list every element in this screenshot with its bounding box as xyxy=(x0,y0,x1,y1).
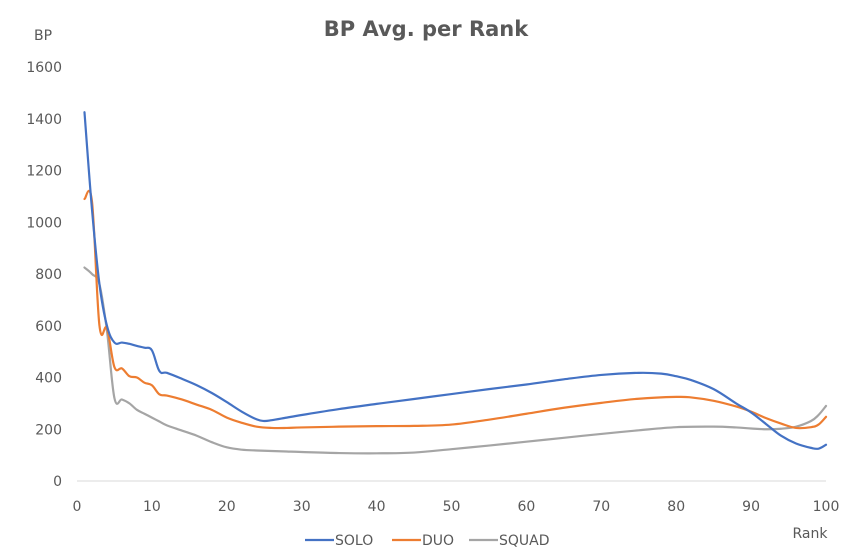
series-lines xyxy=(83,111,828,455)
x-tick-label: 60 xyxy=(517,499,535,515)
legend: SOLO DUO SQUAD xyxy=(305,533,550,549)
y-tick-label: 1600 xyxy=(26,60,62,76)
x-tick-label: 80 xyxy=(667,499,685,515)
y-axis-label: BP xyxy=(34,28,52,44)
y-tick-label: 1400 xyxy=(26,112,62,128)
x-tick-label: 50 xyxy=(443,499,461,515)
x-tick-label: 10 xyxy=(143,499,161,515)
x-tick-labels: 0 10 20 30 40 50 60 70 80 90 100 xyxy=(73,499,840,515)
y-tick-label: 800 xyxy=(35,267,62,283)
y-tick-label: 200 xyxy=(35,422,62,438)
y-tick-label: 400 xyxy=(35,371,62,387)
x-tick-label: 70 xyxy=(592,499,610,515)
x-tick-label: 20 xyxy=(218,499,236,515)
series-line-solo xyxy=(83,111,828,451)
series-line-squad xyxy=(83,266,828,455)
x-axis-label: Rank xyxy=(793,526,829,542)
y-tick-label: 1000 xyxy=(26,215,62,231)
legend-label-squad: SQUAD xyxy=(499,533,550,549)
x-tick-label: 90 xyxy=(742,499,760,515)
x-tick-label: 40 xyxy=(368,499,386,515)
series-line-duo xyxy=(83,189,828,430)
y-tick-label: 600 xyxy=(35,319,62,335)
legend-label-duo: DUO xyxy=(422,533,454,549)
x-tick-label: 100 xyxy=(813,499,840,515)
x-tick-label: 30 xyxy=(293,499,311,515)
legend-label-solo: SOLO xyxy=(335,533,373,549)
y-tick-label: 1200 xyxy=(26,164,62,180)
chart-title: BP Avg. per Rank xyxy=(324,17,529,41)
x-tick-label: 0 xyxy=(73,499,82,515)
y-tick-label: 0 xyxy=(53,474,62,490)
y-tick-labels: 0 200 400 600 800 1000 1200 1400 1600 xyxy=(26,60,62,490)
